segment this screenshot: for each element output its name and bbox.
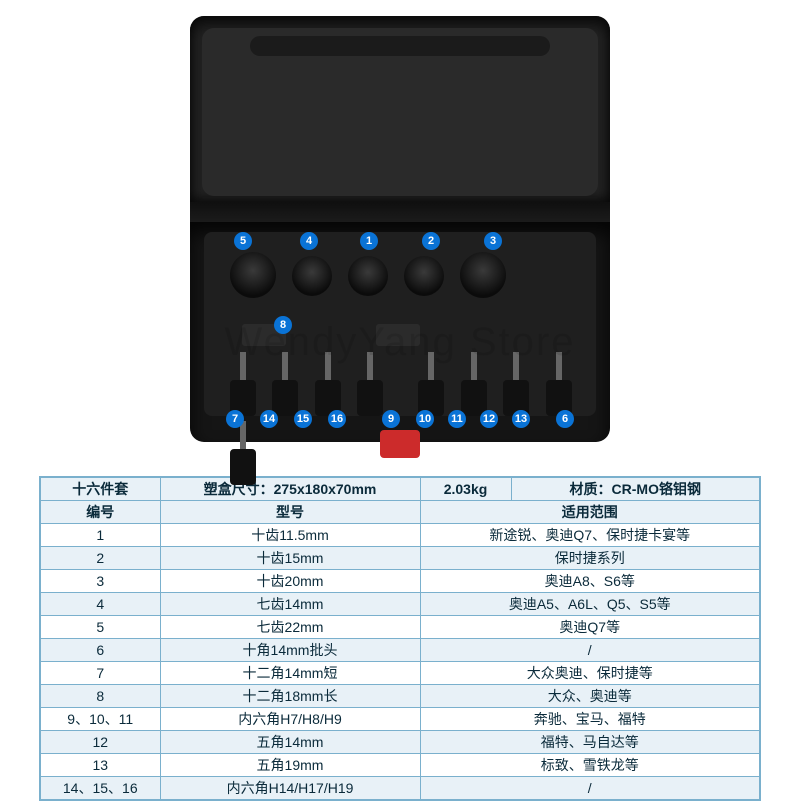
col-number: 编号: [40, 501, 160, 524]
product-image: 5 4 1 2 3 8 7 14 15 16 9 10 11 12 13 6 W…: [60, 10, 740, 470]
table-cell: 七齿14mm: [160, 593, 420, 616]
col-scope: 适用范围: [420, 501, 760, 524]
marker-10: 10: [416, 410, 434, 428]
summary-row: 十六件套 塑盒尺寸：275x180x70mm 2.03kg 材质：CR-MO铬钼…: [40, 477, 760, 501]
box-size: 塑盒尺寸：275x180x70mm: [160, 477, 420, 501]
table-cell: 七齿22mm: [160, 616, 420, 639]
table-cell: 新途锐、奥迪Q7、保时捷卡宴等: [420, 524, 760, 547]
marker-14: 14: [260, 410, 278, 428]
table-cell: 8: [40, 685, 160, 708]
table-row: 13五角19mm标致、雪铁龙等: [40, 754, 760, 777]
table-cell: 4: [40, 593, 160, 616]
table-cell: 6: [40, 639, 160, 662]
table-cell: 福特、马自达等: [420, 731, 760, 754]
table-cell: 五角19mm: [160, 754, 420, 777]
table-cell: 十角14mm批头: [160, 639, 420, 662]
marker-2: 2: [422, 232, 440, 250]
table-cell: 标致、雪铁龙等: [420, 754, 760, 777]
marker-9: 9: [382, 410, 400, 428]
table-cell: 9、10、11: [40, 708, 160, 731]
table-cell: 奔驰、宝马、福特: [420, 708, 760, 731]
weight: 2.03kg: [421, 478, 512, 500]
table-cell: 内六角H14/H17/H19: [160, 777, 420, 801]
table-cell: 五角14mm: [160, 731, 420, 754]
table-cell: 2: [40, 547, 160, 570]
marker-4: 4: [300, 232, 318, 250]
marker-13: 13: [512, 410, 530, 428]
case-handle: [250, 36, 550, 56]
marker-15: 15: [294, 410, 312, 428]
table-row: 1十齿11.5mm新途锐、奥迪Q7、保时捷卡宴等: [40, 524, 760, 547]
table-cell: 12: [40, 731, 160, 754]
set-title: 十六件套: [40, 477, 160, 501]
table-row: 7十二角14mm短大众奥迪、保时捷等: [40, 662, 760, 685]
marker-7: 7: [226, 410, 244, 428]
table-cell: 十二角18mm长: [160, 685, 420, 708]
case-hinge: [190, 202, 610, 222]
case-clasp: [380, 430, 420, 458]
marker-5: 5: [234, 232, 252, 250]
table-row: 14、15、16内六角H14/H17/H19/: [40, 777, 760, 801]
table-cell: 5: [40, 616, 160, 639]
marker-11: 11: [448, 410, 466, 428]
table-cell: 3: [40, 570, 160, 593]
table-cell: 奥迪A8、S6等: [420, 570, 760, 593]
table-cell: 大众、奥迪等: [420, 685, 760, 708]
table-cell: 十二角14mm短: [160, 662, 420, 685]
table-cell: 大众奥迪、保时捷等: [420, 662, 760, 685]
bit-row: [204, 352, 596, 416]
table-cell: 7: [40, 662, 160, 685]
socket-tray: [204, 232, 596, 416]
material: 材质：CR-MO铬钼钢: [512, 478, 760, 500]
table-row: 2十齿15mm保时捷系列: [40, 547, 760, 570]
spec-table: 十六件套 塑盒尺寸：275x180x70mm 2.03kg 材质：CR-MO铬钼…: [39, 476, 761, 801]
table-cell: 十齿20mm: [160, 570, 420, 593]
table-cell: /: [420, 639, 760, 662]
table-cell: 14、15、16: [40, 777, 160, 801]
table-row: 9、10、11内六角H7/H8/H9奔驰、宝马、福特: [40, 708, 760, 731]
marker-16: 16: [328, 410, 346, 428]
socket-row-2: [204, 324, 596, 352]
table-row: 6十角14mm批头/: [40, 639, 760, 662]
marker-3: 3: [484, 232, 502, 250]
weight-material: 2.03kg 材质：CR-MO铬钼钢: [420, 477, 760, 501]
table-row: 5七齿22mm奥迪Q7等: [40, 616, 760, 639]
marker-1: 1: [360, 232, 378, 250]
marker-8: 8: [274, 316, 292, 334]
table-cell: 十齿15mm: [160, 547, 420, 570]
table-cell: 十齿11.5mm: [160, 524, 420, 547]
table-cell: 1: [40, 524, 160, 547]
table-cell: 奥迪A5、A6L、Q5、S5等: [420, 593, 760, 616]
table-row: 12五角14mm福特、马自达等: [40, 731, 760, 754]
marker-6: 6: [556, 410, 574, 428]
header-row: 编号 型号 适用范围: [40, 501, 760, 524]
table-row: 3十齿20mm奥迪A8、S6等: [40, 570, 760, 593]
table-cell: 奥迪Q7等: [420, 616, 760, 639]
socket-row-1: [204, 242, 596, 322]
table-row: 4七齿14mm奥迪A5、A6L、Q5、S5等: [40, 593, 760, 616]
table-cell: 内六角H7/H8/H9: [160, 708, 420, 731]
table-cell: 保时捷系列: [420, 547, 760, 570]
table-cell: 13: [40, 754, 160, 777]
case-base: [190, 222, 610, 442]
table-cell: /: [420, 777, 760, 801]
table-row: 8十二角18mm长大众、奥迪等: [40, 685, 760, 708]
col-model: 型号: [160, 501, 420, 524]
marker-12: 12: [480, 410, 498, 428]
